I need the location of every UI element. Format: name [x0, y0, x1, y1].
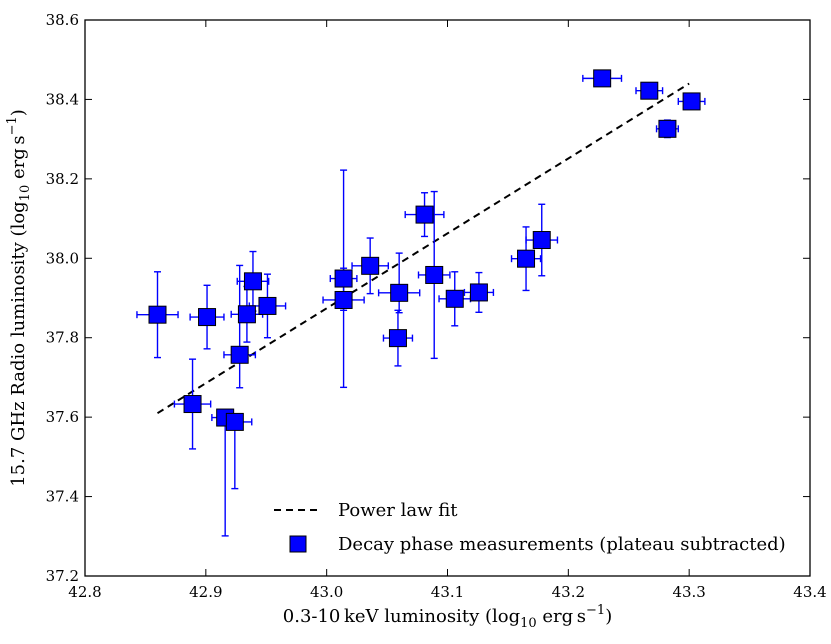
axis-ticks: 42.8 42.9 43.0 43.1 43.2 43.3 43.4 37.2 37.4 37.6… [46, 11, 827, 601]
x-tick-label: 42.9 [189, 583, 222, 601]
y-tick-label: 37.6 [46, 408, 79, 426]
data-point [425, 265, 444, 284]
legend: Power law fit Decay phase measurements (… [274, 500, 786, 555]
data-point [148, 305, 167, 324]
x-tick-label: 43.2 [552, 583, 585, 601]
y-tick-label: 37.8 [46, 329, 79, 347]
legend-marker-swatch [289, 535, 307, 553]
x-tick-label: 43.0 [310, 583, 343, 601]
data-point [183, 395, 202, 414]
y-tick-label: 38.6 [46, 11, 79, 29]
data-point [237, 305, 256, 324]
data-point [334, 269, 353, 288]
data-points [148, 69, 701, 431]
fit-layer [156, 82, 690, 415]
y-tick-label: 38.4 [46, 90, 79, 108]
data-point [532, 231, 551, 250]
data-point [469, 283, 488, 302]
data-point [258, 296, 277, 315]
power-law-fit-line [156, 82, 690, 415]
plot-frame [84, 19, 811, 577]
data-point [243, 272, 262, 291]
data-point [361, 256, 380, 275]
data-point [415, 205, 434, 224]
x-tick-label: 43.4 [793, 583, 826, 601]
data-point [388, 329, 407, 348]
data-point [225, 412, 244, 431]
data-point [517, 249, 536, 268]
x-tick-label: 42.8 [68, 583, 101, 601]
x-tick-label: 43.1 [431, 583, 464, 601]
y-axis-label: 15.7 GHz Radio luminosity (log10 erg s−1… [5, 109, 33, 487]
y-tick-label: 38.0 [46, 249, 79, 267]
data-point [445, 289, 464, 308]
data-point [230, 345, 249, 364]
x-tick-label: 43.3 [672, 583, 705, 601]
x-axis-label: 0.3-10 keV luminosity (log10 erg s−1) [283, 603, 612, 631]
data-point [658, 119, 677, 138]
y-tick-label: 37.4 [46, 488, 79, 506]
legend-marker-label: Decay phase measurements (plateau subtra… [338, 534, 786, 555]
data-point [682, 92, 701, 111]
data-point [640, 81, 659, 100]
error-bars [136, 74, 706, 537]
data-point [334, 290, 353, 309]
data-point [390, 283, 409, 302]
data-point [198, 308, 217, 327]
y-tick-label: 37.2 [46, 567, 79, 585]
legend-fit-label: Power law fit [338, 500, 458, 521]
data-point [593, 69, 612, 88]
y-tick-label: 38.2 [46, 170, 79, 188]
